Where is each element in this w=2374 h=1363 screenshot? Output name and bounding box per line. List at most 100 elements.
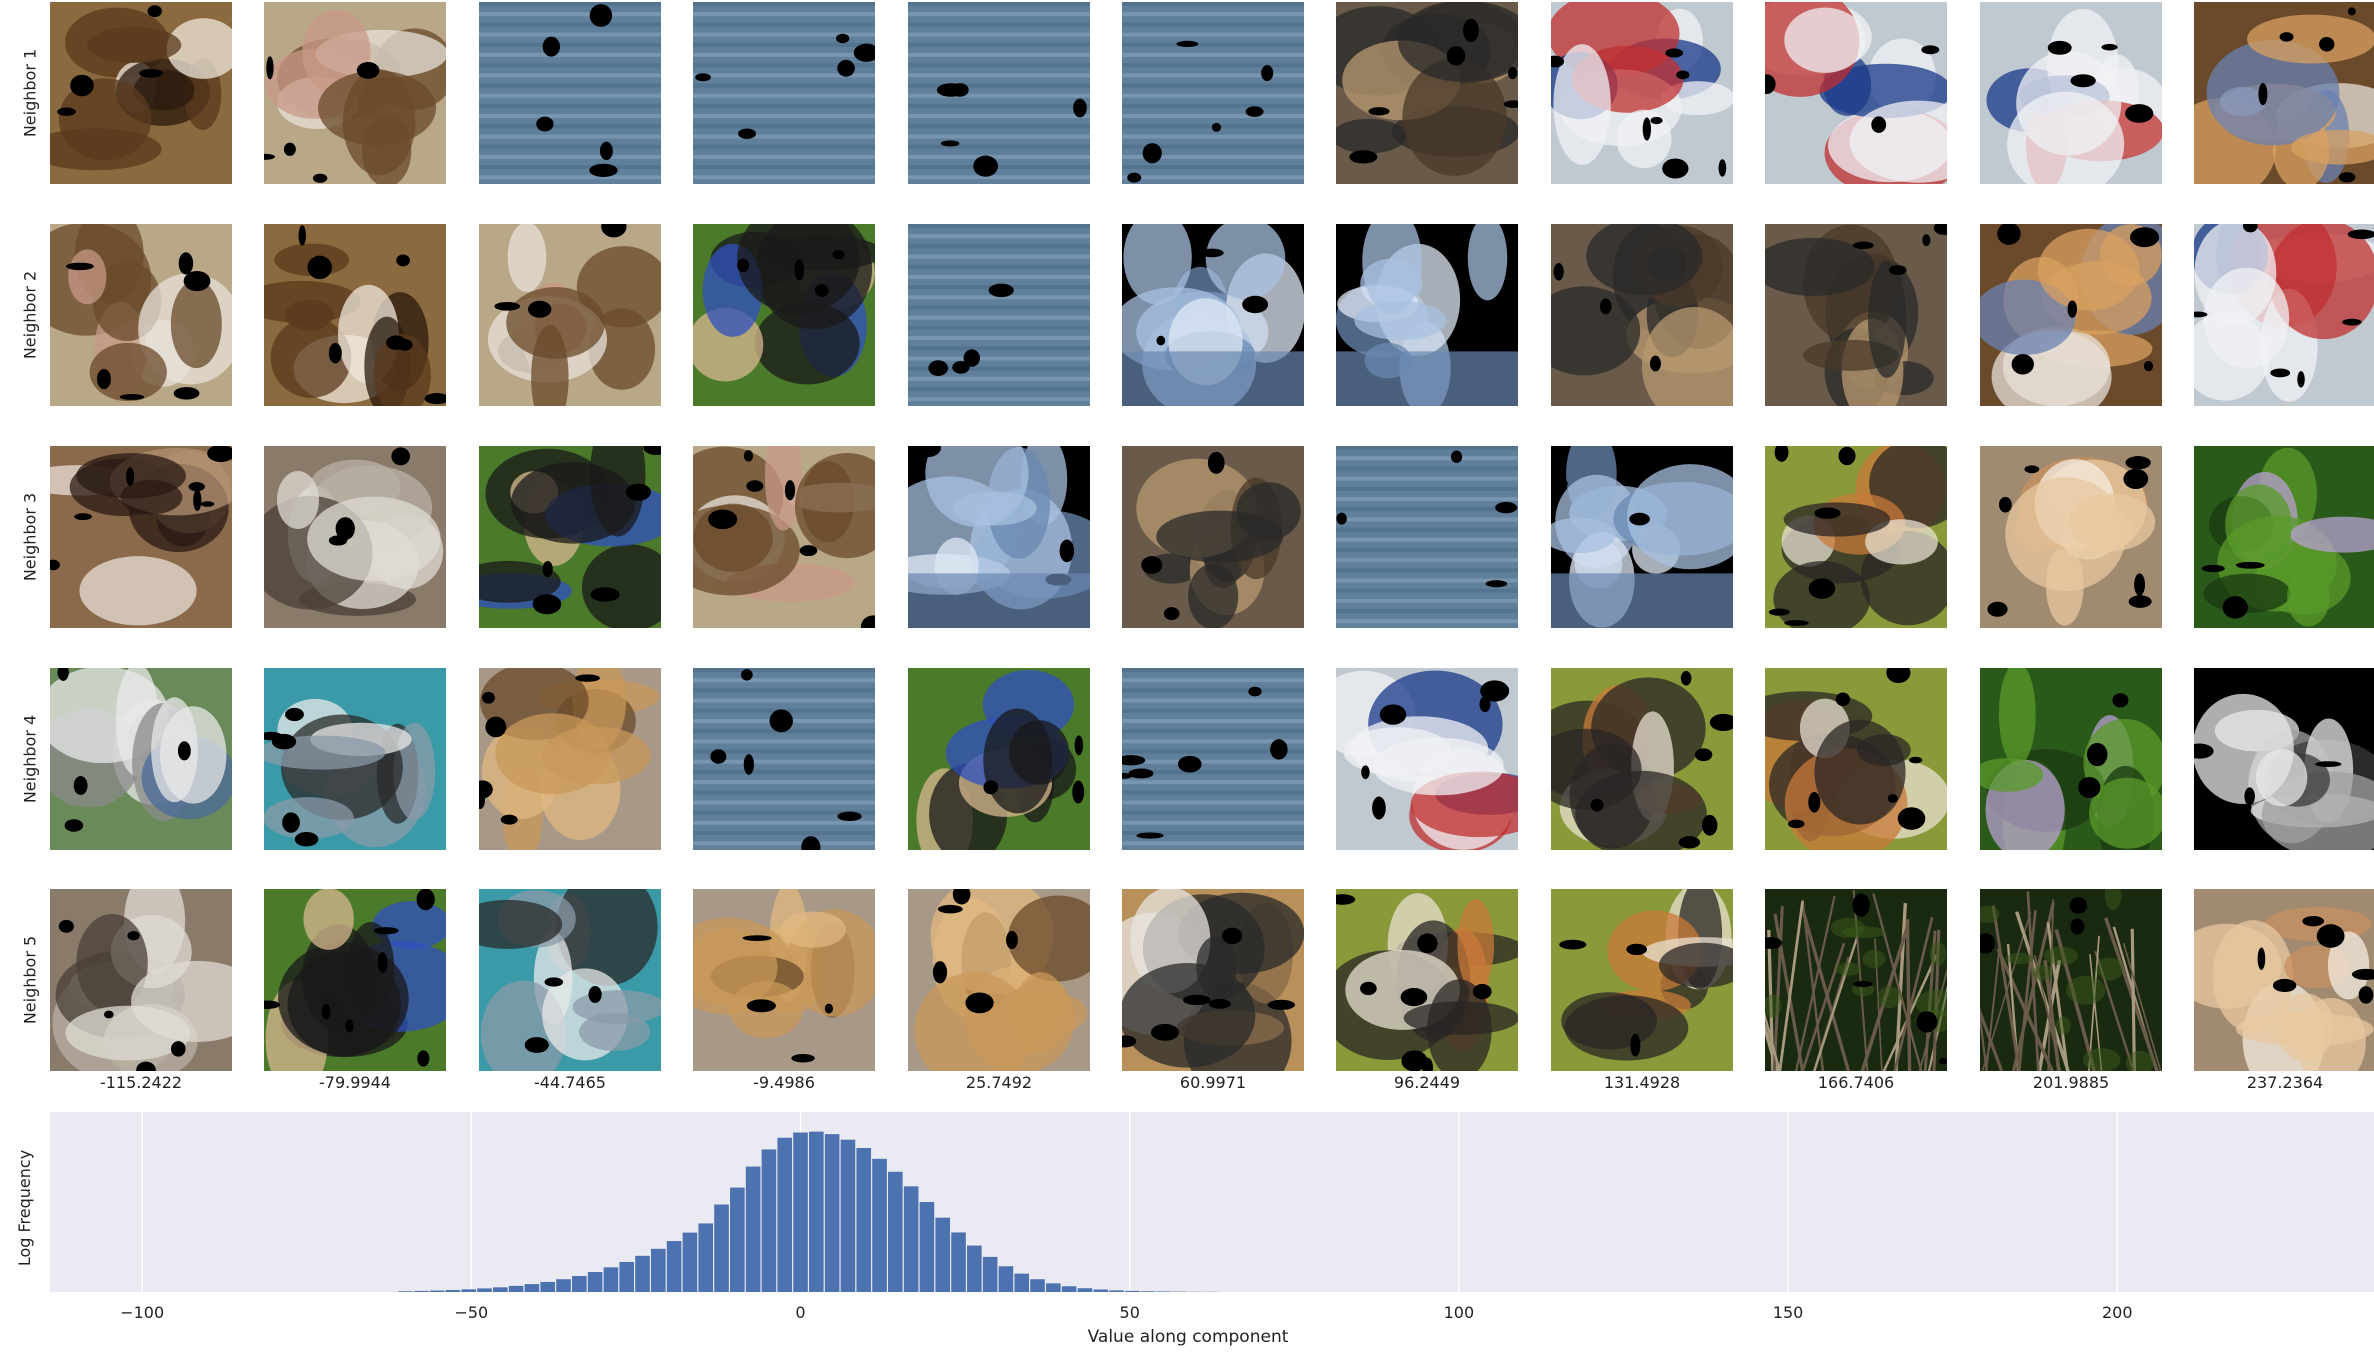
histogram-bar xyxy=(967,1245,982,1292)
image-thumbnail xyxy=(1765,668,1947,850)
histogram-bar xyxy=(398,1291,413,1292)
image-thumbnail xyxy=(1336,889,1518,1071)
neighbor-image-branches xyxy=(1765,889,1947,1071)
histogram-bar xyxy=(840,1139,856,1292)
histogram-bar xyxy=(1061,1286,1077,1292)
column-value-label: 96.2449 xyxy=(1393,1073,1461,1092)
column-value-label: 131.4928 xyxy=(1603,1073,1681,1092)
neighbor-image-dog-dark xyxy=(1765,224,1947,406)
image-thumbnail xyxy=(1122,224,1304,406)
image-thumbnail xyxy=(693,446,875,628)
image-thumbnail xyxy=(908,668,1090,850)
histogram-bar xyxy=(919,1202,935,1292)
neighbor-image-water xyxy=(693,668,875,850)
image-thumbnail xyxy=(264,668,446,850)
histogram-bar xyxy=(714,1204,729,1292)
image-thumbnail xyxy=(479,224,661,406)
histogram-bar xyxy=(666,1241,682,1292)
image-thumbnail xyxy=(693,2,875,184)
image-thumbnail xyxy=(1122,889,1304,1071)
neighbor-image-sky-mask xyxy=(1122,224,1304,406)
x-tick-label: 200 xyxy=(2102,1303,2133,1322)
neighbor-image-police-car xyxy=(2194,224,2374,406)
column-value-label: 201.9885 xyxy=(2032,1073,2110,1092)
image-thumbnail xyxy=(1765,224,1947,406)
histogram-bar xyxy=(1125,1290,1140,1292)
image-thumbnail xyxy=(1336,446,1518,628)
image-thumbnail xyxy=(1551,668,1733,850)
image-thumbnail xyxy=(2194,889,2374,1071)
histogram-bar xyxy=(603,1267,619,1292)
image-thumbnail xyxy=(479,668,661,850)
histogram-bar xyxy=(635,1255,650,1292)
image-thumbnail xyxy=(1980,2,2162,184)
neighbor-image-dog-merle xyxy=(479,889,661,1071)
neighbor-image-dog-merle xyxy=(264,668,446,850)
histogram-bar xyxy=(414,1290,429,1292)
neighbor-image-water xyxy=(693,2,875,184)
image-thumbnail xyxy=(1765,2,1947,184)
image-thumbnail xyxy=(1336,2,1518,184)
image-thumbnail xyxy=(1336,668,1518,850)
image-thumbnail xyxy=(693,224,875,406)
column-value-label: 60.9971 xyxy=(1179,1073,1247,1092)
neighbor-image-dog-dark xyxy=(1122,446,1304,628)
histogram-bar xyxy=(1156,1291,1172,1292)
image-thumbnail xyxy=(1765,446,1947,628)
neighbor-image-alpaca xyxy=(50,889,232,1071)
histogram-bar xyxy=(445,1290,461,1292)
histogram-bar xyxy=(556,1279,571,1292)
neighbor-image-sky-mask xyxy=(1551,446,1733,628)
neighbor-image-branches xyxy=(1980,889,2162,1071)
image-thumbnail xyxy=(264,2,446,184)
neighbor-image-dog-brown xyxy=(264,224,446,406)
row-label-text: Neighbor 4 xyxy=(20,714,40,804)
neighbor-image-water xyxy=(1122,2,1304,184)
image-thumbnail xyxy=(1122,668,1304,850)
x-tick-label: 0 xyxy=(795,1303,805,1322)
column-value-label: -44.7465 xyxy=(534,1073,606,1092)
neighbor-image-plant xyxy=(1980,668,2162,850)
neighbor-image-police-car xyxy=(1336,668,1518,850)
histogram-bar xyxy=(761,1149,777,1292)
neighbor-image-dogs-grass xyxy=(908,668,1090,850)
image-thumbnail xyxy=(50,446,232,628)
image-thumbnail xyxy=(908,889,1090,1071)
image-thumbnail xyxy=(1980,224,2162,406)
image-thumbnail xyxy=(2194,2,2374,184)
neighbor-image-water xyxy=(1122,668,1304,850)
neighbor-image-alpaca xyxy=(264,446,446,628)
histogram-bar xyxy=(1140,1291,1156,1292)
image-thumbnail xyxy=(264,889,446,1071)
image-thumbnail xyxy=(264,446,446,628)
histogram-bar xyxy=(1046,1283,1061,1292)
histogram-bar xyxy=(872,1158,887,1292)
image-thumbnail xyxy=(1765,889,1947,1071)
histogram-bar xyxy=(461,1289,477,1292)
image-thumbnail xyxy=(1551,2,1733,184)
row-label-text: Neighbor 5 xyxy=(20,935,40,1025)
neighbor-image-dogs-pile xyxy=(1765,446,1947,628)
histogram-bar xyxy=(793,1132,808,1292)
image-thumbnail xyxy=(479,446,661,628)
neighbor-image-puppy-golden xyxy=(479,668,661,850)
histogram-bar xyxy=(730,1187,745,1292)
histogram-bar xyxy=(698,1223,714,1292)
neighbor-image-dog-fluffy xyxy=(479,224,661,406)
image-thumbnail xyxy=(479,889,661,1071)
histogram-bar xyxy=(493,1287,508,1292)
histogram-bar xyxy=(982,1256,998,1292)
neighbor-image-dogs-grass xyxy=(479,446,661,628)
x-tick-label: 50 xyxy=(1120,1303,1140,1322)
neighbor-image-dogs-grass xyxy=(264,889,446,1071)
neighbor-image-dog-fluffy xyxy=(693,446,875,628)
histogram-bar xyxy=(951,1232,966,1292)
column-value-label: -9.4986 xyxy=(753,1073,815,1092)
neighbor-image-dogs-pile xyxy=(1551,668,1733,850)
row-label-text: Neighbor 3 xyxy=(20,492,40,582)
neighbor-image-police-car xyxy=(1765,2,1947,184)
column-value-label: 25.7492 xyxy=(965,1073,1033,1092)
image-thumbnail xyxy=(264,224,446,406)
neighbor-image-puppy-golden xyxy=(693,889,875,1071)
image-thumbnail xyxy=(50,2,232,184)
